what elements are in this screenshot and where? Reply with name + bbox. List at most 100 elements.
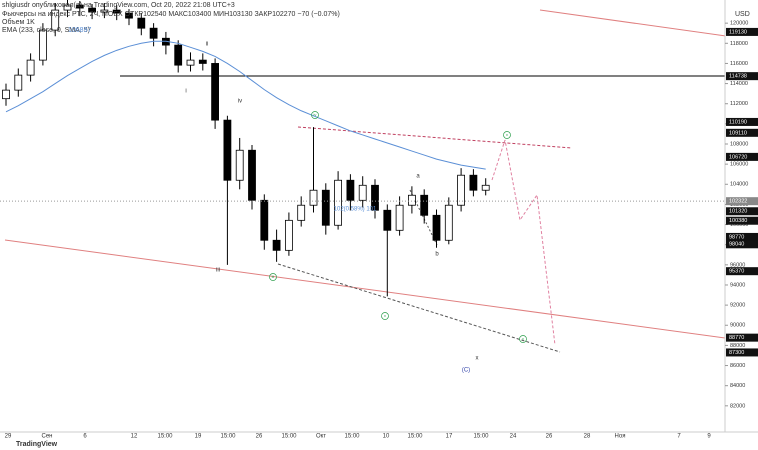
candle-body bbox=[481, 184, 490, 191]
candle-body bbox=[198, 59, 207, 64]
x-tick-label: 26 bbox=[546, 434, 553, 440]
candle-body bbox=[223, 119, 232, 181]
wave-circle bbox=[311, 111, 319, 119]
brand: TradingView bbox=[16, 441, 58, 448]
y-tick-label: 112000 bbox=[730, 101, 748, 107]
wave-label: x bbox=[476, 356, 479, 362]
ema-value: 106897 bbox=[68, 27, 91, 34]
candle-body bbox=[125, 12, 133, 19]
candle-body bbox=[284, 219, 293, 251]
y-tick-label: 108000 bbox=[730, 141, 748, 147]
price-label: 98770 bbox=[729, 234, 744, 240]
candle-body bbox=[39, 29, 47, 61]
price-label-box bbox=[726, 333, 758, 342]
x-tick-label: 6 bbox=[83, 434, 87, 440]
channel-line bbox=[277, 263, 561, 353]
price-label: 114738 bbox=[729, 74, 747, 80]
x-tick-label: 17 bbox=[446, 434, 453, 440]
y-tick-label: 120000 bbox=[730, 21, 748, 27]
wave-label: (C) bbox=[462, 368, 470, 374]
candle-body bbox=[346, 179, 355, 201]
x-tick-label: 24 bbox=[510, 434, 517, 440]
wave-label: v bbox=[384, 313, 386, 318]
drawings bbox=[4, 9, 725, 353]
x-tick-label: Ноя bbox=[615, 434, 626, 440]
x-tick-label: 26 bbox=[256, 434, 263, 440]
price-label: 102322 bbox=[729, 199, 747, 205]
price-label: 110190 bbox=[729, 119, 747, 125]
x-tick-label: Окт bbox=[316, 434, 326, 440]
candle-body bbox=[469, 174, 478, 191]
candle-body bbox=[63, 4, 72, 11]
price-label: 88770 bbox=[729, 335, 744, 341]
candle-body bbox=[334, 179, 343, 226]
price-label: 100380 bbox=[729, 218, 747, 224]
x-tick-label: 12 bbox=[131, 434, 138, 440]
candle-body bbox=[149, 27, 158, 39]
candle-body bbox=[2, 89, 10, 100]
wave-label: 102(0.58%) 101 bbox=[334, 207, 377, 213]
price-label-box bbox=[726, 207, 758, 216]
price-label-box bbox=[726, 27, 758, 36]
price-label: 119130 bbox=[729, 29, 747, 35]
candle-body bbox=[395, 204, 404, 231]
wave-label: a bbox=[416, 174, 420, 180]
y-tick-label: 114000 bbox=[730, 81, 748, 87]
candle-body bbox=[100, 9, 109, 13]
y-tick-label: 84000 bbox=[730, 383, 745, 389]
candle-body bbox=[260, 199, 269, 241]
wave-label: v bbox=[522, 336, 524, 341]
wave-label: i bbox=[185, 89, 186, 95]
author: shlgiusdr опубликовал(а) на TradingView.… bbox=[2, 1, 235, 9]
wave-circle bbox=[381, 312, 389, 320]
y-tick-label: 86000 bbox=[730, 363, 745, 369]
candle-body bbox=[371, 184, 379, 211]
candle-body bbox=[235, 149, 244, 181]
x-tick-label: Сен bbox=[42, 434, 53, 440]
wave-circle bbox=[503, 131, 511, 139]
ema-line bbox=[5, 40, 486, 170]
y-tick-label: 88000 bbox=[730, 343, 745, 349]
candle-body bbox=[14, 74, 23, 91]
x-tick-label: 9 bbox=[707, 434, 711, 440]
price-label: 87300 bbox=[729, 350, 744, 356]
candle-body bbox=[112, 9, 121, 14]
y-tick-label: 94000 bbox=[730, 282, 745, 288]
trend-line bbox=[539, 9, 725, 37]
candle-body bbox=[309, 189, 318, 206]
candle-body bbox=[26, 59, 35, 76]
candle-body bbox=[407, 194, 416, 206]
price-label: 95370 bbox=[729, 269, 744, 275]
symbol: Фьючерсы на индекс РТС, 2Ч, MOEX ОТКР102… bbox=[2, 11, 340, 18]
y-tick-label: 92000 bbox=[730, 303, 745, 309]
price-label: 109110 bbox=[729, 130, 747, 136]
y-tick-label: 100000 bbox=[730, 222, 748, 228]
wave-circle bbox=[519, 335, 527, 343]
ema-legend: EMA (233, close, 0, SMA, 5) bbox=[2, 27, 90, 34]
plot bbox=[0, 0, 725, 297]
price-label-box bbox=[726, 267, 758, 276]
price-label-box bbox=[726, 117, 758, 126]
wave-label: ii bbox=[206, 42, 209, 48]
candle-body bbox=[137, 17, 146, 29]
y-tick-label: 90000 bbox=[730, 323, 745, 329]
price-label-box bbox=[726, 216, 758, 225]
candle-body bbox=[444, 204, 453, 241]
volume-legend: Объем 1K bbox=[2, 18, 35, 26]
price-label-box bbox=[726, 72, 758, 81]
x-tick-label: 28 bbox=[584, 434, 591, 440]
y-tick-label: 104000 bbox=[730, 182, 748, 188]
price-label: 98040 bbox=[729, 242, 744, 248]
candle-body bbox=[186, 59, 195, 66]
x-tick-label: 7 bbox=[677, 434, 681, 440]
price-label: 106720 bbox=[729, 154, 747, 160]
price-label-box bbox=[726, 152, 758, 161]
candle-body bbox=[88, 7, 96, 13]
wave-label: iv bbox=[238, 99, 242, 105]
y-tick-label: 96000 bbox=[730, 262, 745, 268]
x-tick-label: 15:00 bbox=[407, 434, 423, 440]
x-tick-label: 15:00 bbox=[344, 434, 360, 440]
